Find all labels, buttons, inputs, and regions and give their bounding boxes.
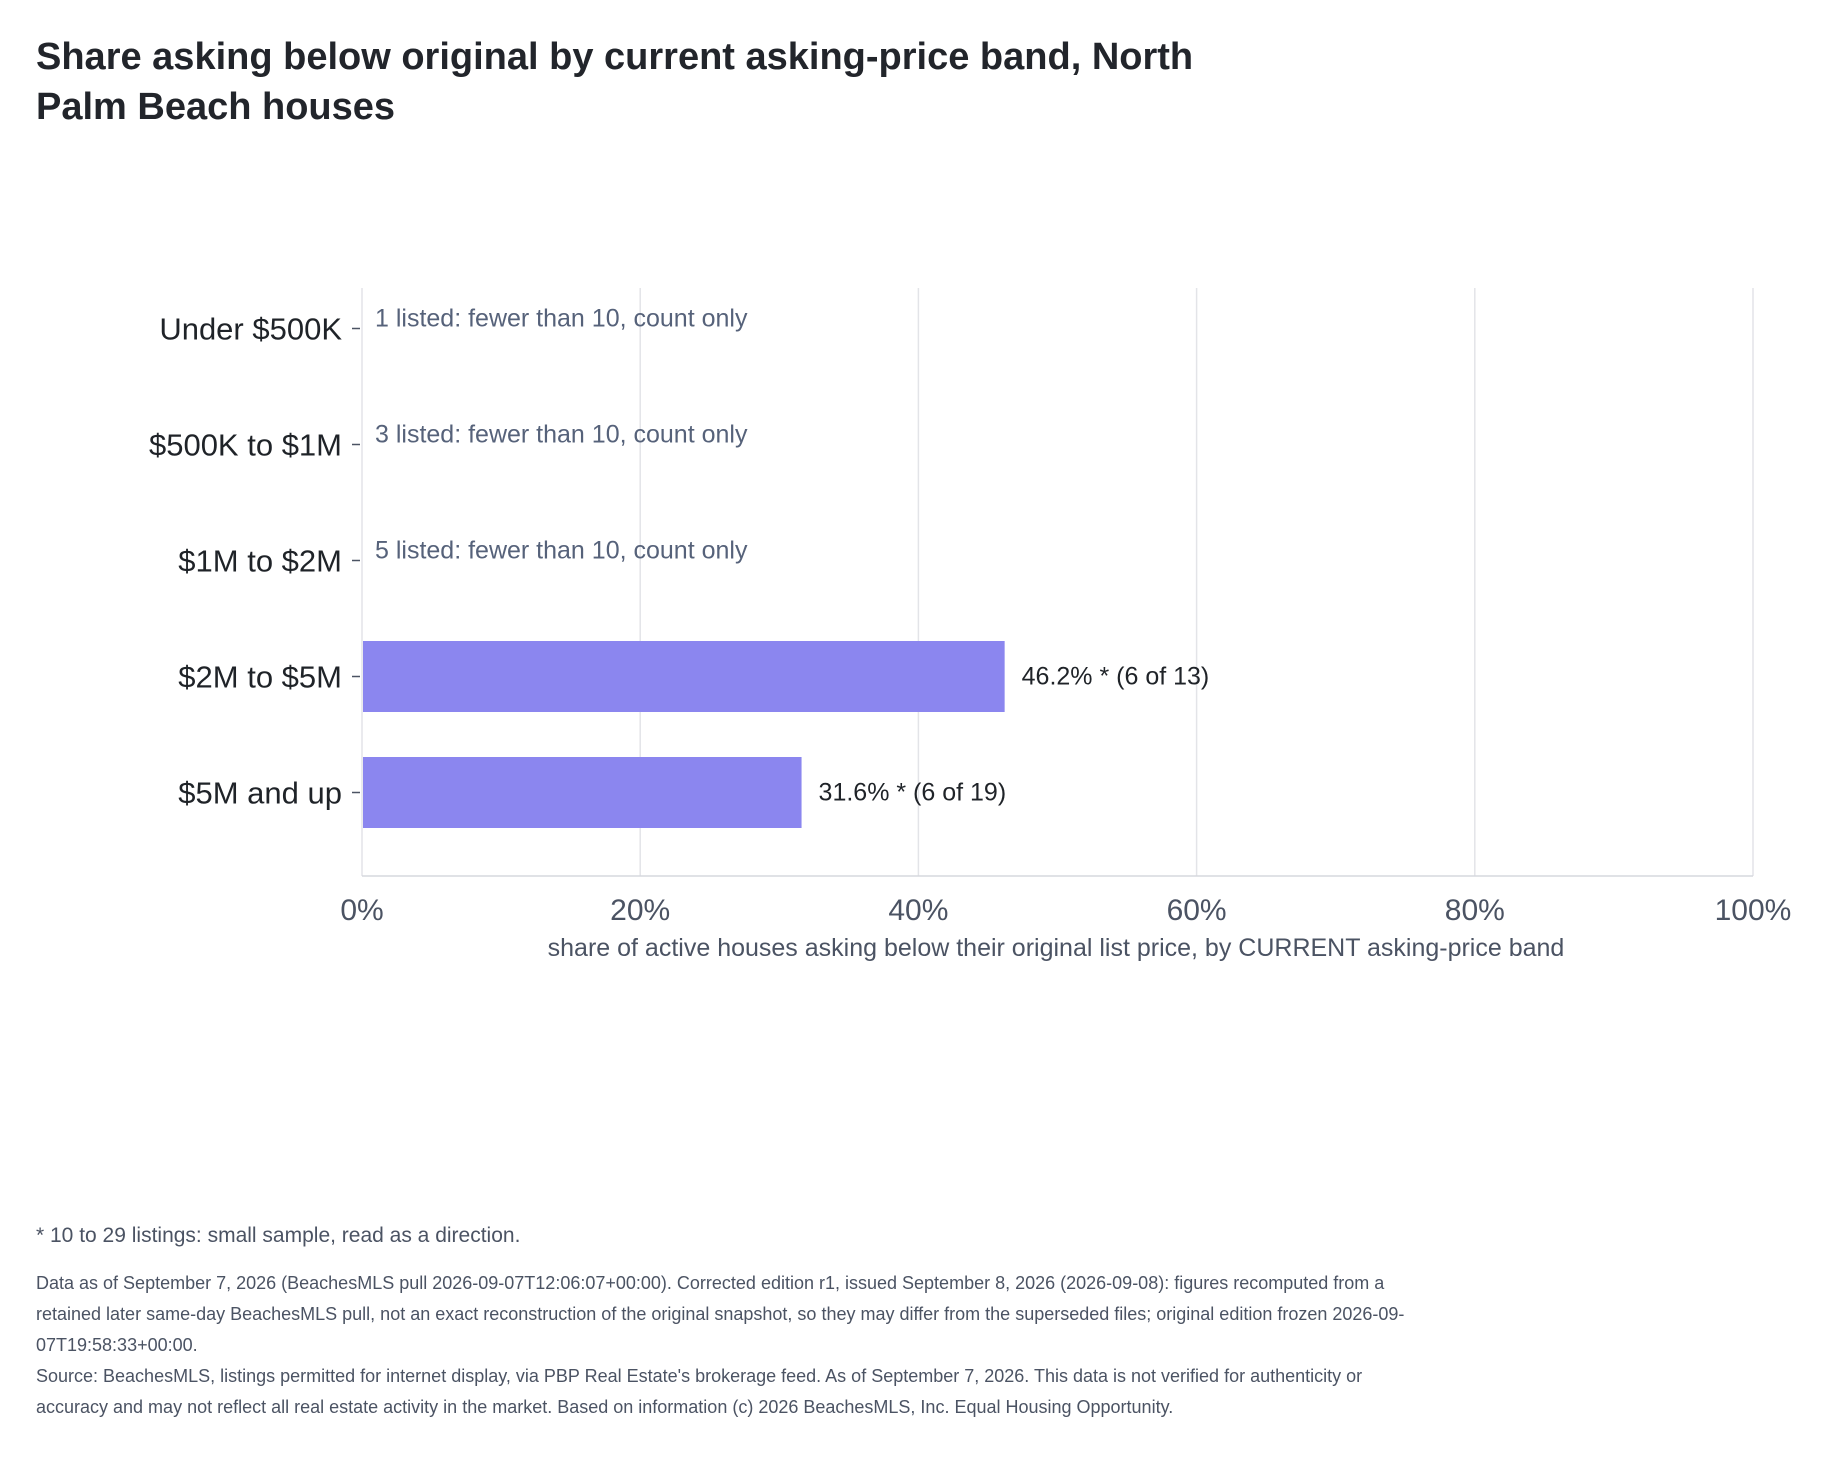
chart-title: Share asking below original by current a…	[36, 36, 1194, 128]
x-tick-label: 0%	[340, 894, 383, 927]
bar-chart: Under $500K $500K to $1M $1M to $2M $2M to …	[149, 288, 1792, 962]
x-tick-label: 80%	[1445, 894, 1505, 927]
count-only-label: 5 listed: fewer than 10, count only	[375, 537, 748, 565]
category-label: $5M and up	[178, 776, 342, 811]
x-tick-label: 60%	[1167, 894, 1227, 927]
bars	[363, 641, 1005, 828]
small-sample-footnote: * 10 to 29 listings: small sample, read …	[36, 1224, 521, 1247]
x-tick-label: 100%	[1715, 894, 1792, 927]
category-label: $2M to $5M	[178, 660, 342, 695]
count-only-label: 3 listed: fewer than 10, count only	[375, 421, 748, 449]
category-axis: Under $500K $500K to $1M $1M to $2M $2M to …	[149, 312, 360, 811]
source-note: Source: BeachesMLS, listings permitted f…	[36, 1366, 1363, 1417]
bar	[363, 641, 1005, 712]
data-as-of-note: Data as of September 7, 2026 (BeachesMLS…	[36, 1273, 1405, 1355]
x-tick-label: 40%	[888, 894, 948, 927]
count-only-label: 1 listed: fewer than 10, count only	[375, 305, 748, 333]
bar	[363, 757, 802, 828]
source-notes: Data as of September 7, 2026 (BeachesMLS…	[36, 1268, 1416, 1423]
category-label: $1M to $2M	[178, 544, 342, 579]
grid-lines	[361, 288, 1754, 876]
bar-value-label: 46.2% * (6 of 13)	[1022, 663, 1210, 691]
category-label: $500K to $1M	[149, 428, 342, 463]
value-axis: 0% 20% 40% 60% 80% 100%	[340, 875, 1792, 927]
category-label: Under $500K	[159, 312, 342, 347]
x-axis-label: share of active houses asking below thei…	[548, 934, 1565, 962]
bar-labels: 1 listed: fewer than 10, count only 3 lis…	[375, 305, 1209, 807]
x-tick-label: 20%	[610, 894, 670, 927]
bar-value-label: 31.6% * (6 of 19)	[819, 779, 1007, 807]
